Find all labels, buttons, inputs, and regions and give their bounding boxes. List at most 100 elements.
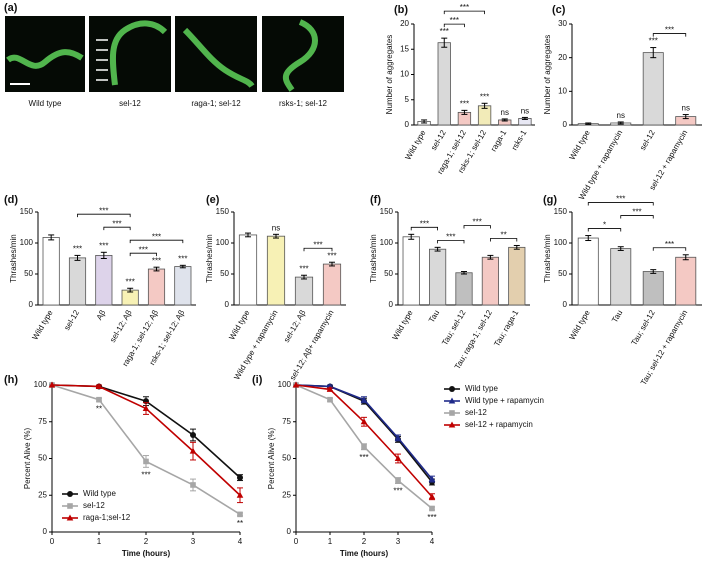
worm xyxy=(109,20,168,86)
x-tick-label: 4 xyxy=(430,537,435,546)
bracket-label: *** xyxy=(139,245,148,254)
bracket-label: *** xyxy=(632,208,641,217)
bar xyxy=(642,271,664,306)
bar xyxy=(675,256,697,306)
y-axis-label: Number of aggregates xyxy=(385,35,394,115)
x-tick-label: Tau xyxy=(427,309,441,325)
y-tick-label: 10 xyxy=(558,86,567,95)
bar xyxy=(238,234,258,306)
y-axis-label: Percent Alive (%) xyxy=(267,427,276,489)
bracket xyxy=(652,33,687,37)
marker xyxy=(428,493,436,500)
x-tick-label: sel-12 xyxy=(638,128,657,152)
bracket-label: *** xyxy=(450,16,459,25)
legend-marker xyxy=(448,397,456,404)
bar xyxy=(508,246,526,306)
significance-label: ns xyxy=(272,223,280,232)
y-tick-label: 150 xyxy=(216,207,230,216)
panel-label: (i) xyxy=(252,374,263,386)
legend-marker xyxy=(449,410,455,416)
bracket xyxy=(129,239,184,244)
panel-label: (b) xyxy=(394,4,408,16)
marker xyxy=(394,455,402,461)
y-tick-label: 50 xyxy=(282,454,291,463)
marker xyxy=(142,405,150,412)
y-axis-label: Thrashes/min xyxy=(205,234,214,282)
bar xyxy=(455,272,473,306)
y-tick-label: 75 xyxy=(38,417,47,426)
marker xyxy=(395,477,401,484)
y-tick-label: 150 xyxy=(20,207,34,216)
x-tick-label: 3 xyxy=(191,537,196,546)
legend-label: sel-12 xyxy=(83,501,105,510)
arrows xyxy=(96,39,108,81)
bracket xyxy=(620,215,654,219)
legend-marker xyxy=(67,503,73,509)
bar xyxy=(68,257,87,306)
x-tick-label: sel-12; Aβ xyxy=(108,308,134,344)
bracket-label: *** xyxy=(152,232,161,241)
significance-label: *** xyxy=(427,513,436,522)
y-tick-label: 0 xyxy=(563,120,568,129)
marker xyxy=(429,505,435,512)
x-tick-label: 3 xyxy=(396,537,401,546)
y-axis-label: Thrashes/min xyxy=(9,234,18,282)
bracket xyxy=(463,225,491,229)
marker xyxy=(236,491,244,498)
bracket xyxy=(490,238,518,242)
marker xyxy=(95,382,103,389)
significance-label: *** xyxy=(393,487,402,496)
legend-marker xyxy=(66,514,74,521)
significance-label: *** xyxy=(460,99,469,108)
panel-label: (e) xyxy=(206,194,220,206)
legend-label: sel-12 + rapamycin xyxy=(465,420,533,429)
significance-label: ** xyxy=(96,404,102,413)
bracket xyxy=(587,202,654,206)
x-tick-label: Wild type xyxy=(568,128,593,161)
y-tick-label: 0 xyxy=(225,300,230,309)
x-tick-label: Tau; raga-1 xyxy=(492,308,520,348)
bar xyxy=(294,276,314,306)
x-axis-label: Time (hours) xyxy=(340,549,389,558)
image-panel: (a) Wild type sel-12 raga-1; sel-12 rsks… xyxy=(4,2,344,108)
bracket xyxy=(303,247,333,252)
x-tick-label: Aβ xyxy=(95,308,108,321)
y-tick-label: 50 xyxy=(384,269,393,278)
y-tick-label: 100 xyxy=(20,238,34,247)
bracket xyxy=(443,23,465,28)
bar xyxy=(577,237,599,306)
marker xyxy=(428,475,436,482)
bar xyxy=(642,52,664,126)
y-tick-label: 5 xyxy=(405,95,410,104)
significance-label: *** xyxy=(125,277,134,286)
y-axis-label: Number of aggregates xyxy=(543,35,552,115)
y-tick-label: 100 xyxy=(278,380,292,389)
bracket xyxy=(437,239,465,244)
x-tick-label: Tau; sel-12 xyxy=(440,308,468,347)
marker xyxy=(190,431,196,438)
x-tick-label: 4 xyxy=(238,537,243,546)
panel-label: (d) xyxy=(4,194,18,206)
marker xyxy=(326,385,334,392)
x-tick-label: Wild type xyxy=(403,128,428,161)
significance-label: ns xyxy=(617,111,625,120)
y-tick-label: 0 xyxy=(389,300,394,309)
bar xyxy=(429,248,447,306)
bar xyxy=(481,256,499,306)
panel-label: (c) xyxy=(552,4,566,16)
marker xyxy=(190,482,196,488)
x-tick-label: Tau xyxy=(610,309,624,325)
legend-label: sel-12 xyxy=(465,408,487,417)
marker xyxy=(292,381,300,388)
x-tick-label: sel-12 xyxy=(62,308,81,332)
bracket-label: * xyxy=(603,221,606,230)
x-tick-label: rsks-1 xyxy=(510,128,529,152)
micrograph xyxy=(262,16,344,92)
x-tick-label: Wild type xyxy=(227,308,252,341)
bar xyxy=(95,254,113,306)
worm xyxy=(182,27,255,88)
bar xyxy=(266,235,286,306)
marker xyxy=(360,396,368,403)
image-caption: sel-12 xyxy=(119,99,141,108)
